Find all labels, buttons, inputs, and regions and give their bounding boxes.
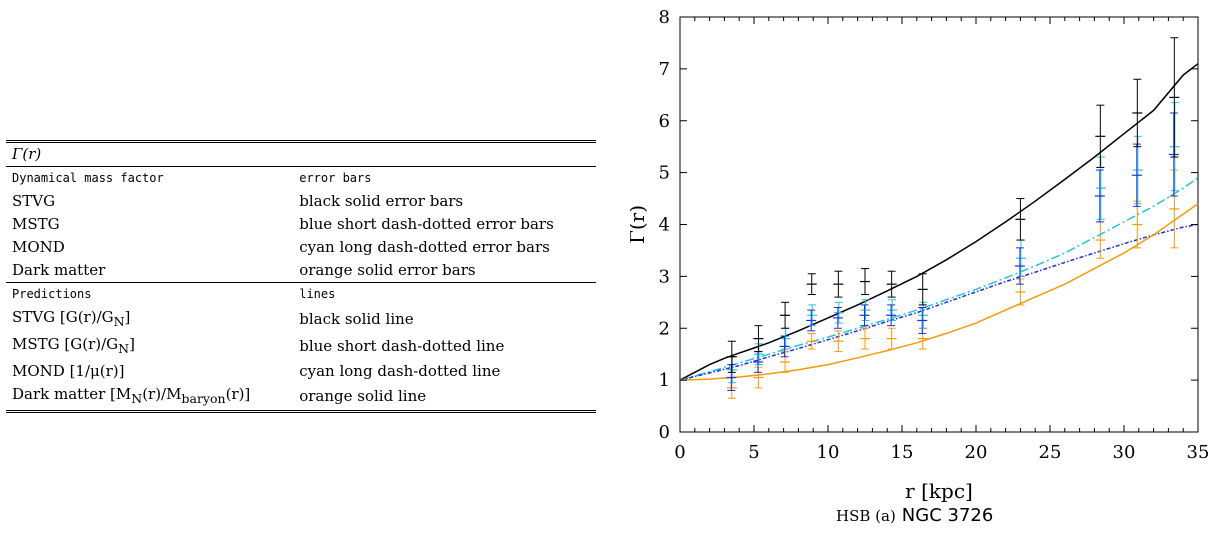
table-header-left: Dynamical mass factor — [12, 171, 164, 185]
axis-ticks: 0 5 10 15 20 25 30 35 0 1 2 3 4 5 6 7 8 — [659, 7, 1210, 463]
row-value: blue short dash-dotted error bars — [299, 215, 554, 233]
x-tick-label: 35 — [1187, 442, 1210, 463]
y-tick-label: 2 — [659, 318, 670, 339]
x-tick-label: 15 — [891, 442, 914, 463]
table-row: MSTG blue short dash-dotted error bars — [6, 213, 596, 236]
table-header-left: Predictions — [6, 282, 290, 306]
mstg-prediction-line — [679, 223, 1199, 381]
figure-caption: HSB (a) NGC 3726 — [836, 505, 993, 526]
row-label: STVG [G(r)/GN] — [12, 308, 131, 329]
y-tick-label: 0 — [659, 422, 670, 443]
table-row: MOND cyan long dash-dotted error bars — [6, 236, 596, 259]
row-label: MSTG [G(r)/GN] — [12, 335, 135, 356]
stvg-prediction-line — [679, 63, 1199, 381]
table-row: Dark matter orange solid error bars — [6, 259, 596, 283]
table-row: MSTG [G(r)/GN] blue short dash-dotted li… — [6, 333, 596, 360]
table-row: Dark matter [MN(r)/Mbaryon(r)] orange so… — [6, 383, 596, 413]
legend-table: Γ(r) Dynamical mass factor error bars ST… — [6, 140, 596, 413]
x-tick-label: 5 — [748, 442, 759, 463]
error-bars — [726, 37, 1180, 399]
y-tick-label: 7 — [659, 59, 670, 80]
x-tick-label: 25 — [1039, 442, 1062, 463]
table-header-right: error bars — [299, 171, 372, 185]
row-value: black solid error bars — [299, 192, 464, 210]
y-tick-label: 3 — [659, 266, 670, 287]
y-tick-label: 1 — [659, 370, 670, 391]
row-label: MOND — [12, 238, 65, 256]
y-tick-label: 4 — [659, 215, 670, 236]
gamma-chart: 0 5 10 15 20 25 30 35 0 1 2 3 4 5 6 7 8 r [kpc] Γ(r) — [630, 7, 1210, 503]
row-label: MSTG — [12, 215, 60, 233]
table-row: MOND [1/μ(r)] cyan long dash-dotted line — [6, 360, 596, 383]
row-value: blue short dash-dotted line — [299, 337, 505, 355]
x-tick-label: 20 — [965, 442, 988, 463]
table-title: Γ(r) — [6, 140, 290, 167]
prediction-lines — [679, 63, 1199, 381]
row-value: orange solid line — [289, 383, 596, 413]
row-value: cyan long dash-dotted line — [299, 362, 501, 380]
table-row: STVG [G(r)/GN] black solid line — [6, 306, 596, 333]
table-header-row: Predictions lines — [6, 282, 596, 306]
x-tick-label: 0 — [674, 442, 685, 463]
table-row: STVG black solid error bars — [6, 190, 596, 213]
table-header-right: lines — [289, 282, 596, 306]
y-axis-label: Γ(r) — [630, 205, 649, 244]
row-label: STVG — [12, 192, 56, 210]
y-tick-label: 5 — [659, 163, 670, 184]
mond-prediction-line — [679, 177, 1199, 381]
row-label: Dark matter — [12, 261, 106, 279]
table-header-row: Dynamical mass factor error bars — [6, 167, 596, 191]
row-label: Dark matter [MN(r)/Mbaryon(r)] — [6, 383, 290, 413]
table-title-row: Γ(r) — [6, 140, 596, 167]
x-tick-label: 10 — [817, 442, 840, 463]
x-axis-label: r [kpc] — [905, 479, 973, 503]
dark-prediction-line — [679, 203, 1199, 381]
row-value: orange solid error bars — [299, 261, 476, 279]
row-value: black solid line — [299, 310, 414, 328]
row-label: MOND [1/μ(r)] — [12, 362, 125, 380]
row-value: cyan long dash-dotted error bars — [299, 238, 550, 256]
caption-prefix: HSB (a) — [836, 507, 896, 525]
y-tick-label: 8 — [659, 7, 670, 28]
x-tick-label: 30 — [1113, 442, 1136, 463]
galaxy-name: NGC 3726 — [901, 505, 994, 526]
y-tick-label: 6 — [659, 111, 670, 132]
